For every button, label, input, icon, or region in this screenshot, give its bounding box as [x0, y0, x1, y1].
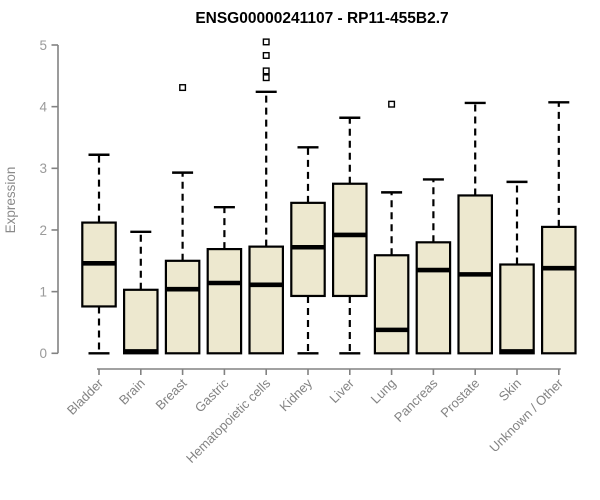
box — [206, 247, 243, 355]
box — [540, 225, 577, 355]
box — [248, 245, 285, 355]
box — [122, 288, 159, 355]
category-label: Liver — [326, 375, 357, 406]
outlier-point — [262, 74, 270, 82]
outlier-point — [179, 84, 187, 92]
category-label: Kidney — [276, 375, 315, 414]
box — [332, 182, 368, 298]
category-label: Lung — [368, 376, 399, 407]
category-label: Unknown / Other — [486, 375, 566, 455]
category-label: Skin — [496, 376, 524, 404]
category-label: Brain — [116, 376, 148, 408]
y-tick-label: 1 — [39, 284, 47, 299]
outlier-point — [262, 67, 270, 75]
y-tick-label: 0 — [39, 346, 47, 361]
y-tick-label: 3 — [39, 161, 47, 176]
box — [373, 254, 410, 355]
outlier-point — [388, 100, 396, 108]
category-label: Breast — [153, 375, 190, 412]
category-label: Pancreas — [391, 375, 441, 425]
category-label: Gastric — [192, 375, 232, 415]
category-label: Prostate — [437, 376, 482, 421]
box — [499, 263, 535, 355]
outlier-point — [262, 51, 270, 59]
category-label: Bladder — [64, 375, 107, 418]
chart-title: ENSG00000241107 - RP11-455B2.7 — [195, 10, 448, 27]
box — [415, 241, 452, 355]
y-tick-label: 2 — [39, 223, 47, 238]
y-tick-label: 4 — [39, 99, 47, 114]
outlier-point — [262, 38, 270, 46]
y-tick-label: 5 — [39, 38, 47, 53]
box — [164, 259, 201, 355]
y-axis-label: Expression — [3, 167, 18, 234]
